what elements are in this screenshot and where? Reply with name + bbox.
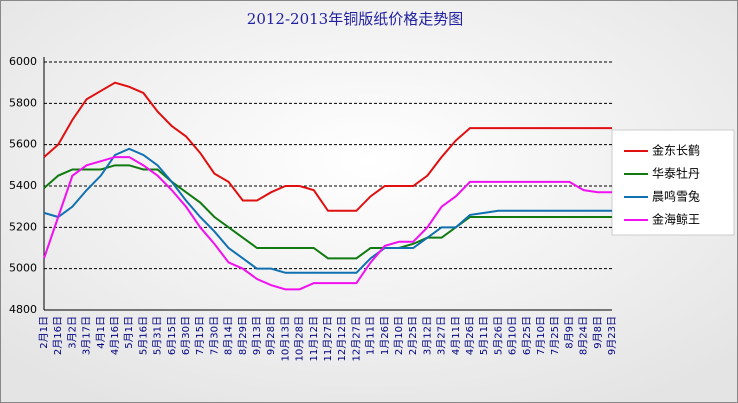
x-tick-label: 9月8日: [592, 316, 604, 349]
x-tick-label: 12月27日: [350, 316, 362, 361]
x-tick-label: 4月16日: [109, 316, 121, 355]
y-tick-label: 6000: [9, 55, 37, 68]
x-tick-label: 3月12日: [421, 316, 433, 355]
x-tick-label: 2月10日: [393, 316, 405, 355]
x-tick-label: 9月28日: [265, 316, 277, 355]
x-tick-label: 9月13日: [251, 316, 263, 355]
x-tick-label: 7月30日: [208, 316, 220, 355]
chart-title: 2012-2013年铜版纸价格走势图: [247, 10, 463, 28]
x-tick-label: 4月11日: [450, 316, 462, 355]
x-tick-label: 1月26日: [379, 316, 391, 355]
series-line: [43, 156, 612, 291]
x-tick-label: 6月10日: [507, 316, 519, 355]
x-tick-label: 11月12日: [308, 316, 320, 361]
y-tick-label: 5600: [9, 138, 37, 151]
x-tick-label: 9月23日: [606, 316, 618, 355]
y-tick-label: 5400: [9, 179, 37, 192]
y-tick-label: 5000: [9, 262, 37, 275]
x-tick-label: 5月31日: [152, 316, 164, 355]
x-tick-label: 10月13日: [279, 316, 291, 361]
series-line: [43, 81, 612, 212]
y-tick-label: 5200: [9, 220, 37, 233]
x-tick-label: 8月9日: [563, 316, 575, 349]
x-tick-label: 6月25日: [521, 316, 533, 355]
x-tick-label: 8月29日: [237, 316, 249, 355]
x-tick-label: 7月10日: [535, 316, 547, 355]
x-tick-label: 10月28日: [294, 316, 306, 361]
x-tick-label: 6月15日: [166, 316, 178, 355]
series-line: [43, 147, 612, 274]
x-tick-label: 5月11日: [478, 316, 490, 355]
y-tick-label: 5800: [9, 96, 37, 109]
legend-label: 金东长鹤: [652, 143, 700, 158]
legend-label: 华泰牡丹: [652, 166, 700, 181]
y-tick-label: 4800: [9, 303, 37, 316]
x-tick-label: 7月15日: [194, 316, 206, 355]
x-tick-label: 4月1日: [95, 316, 107, 349]
x-tick-label: 2月16日: [52, 316, 64, 355]
legend: [611, 129, 735, 236]
x-tick-label: 7月25日: [549, 316, 561, 355]
x-tick-label: 8月14日: [223, 316, 235, 355]
x-tick-label: 11月27日: [322, 316, 334, 361]
legend-label: 晨鸣雪兔: [652, 189, 700, 204]
series-line: [43, 164, 612, 260]
x-tick-label: 6月30日: [180, 316, 192, 355]
x-tick-label: 2月25日: [407, 316, 419, 355]
x-tick-label: 3月27日: [436, 316, 448, 355]
x-tick-label: 1月11日: [365, 316, 377, 355]
x-tick-label: 5月26日: [492, 316, 504, 355]
x-tick-label: 5月16日: [137, 316, 149, 355]
legend-label: 金海鲸王: [652, 212, 700, 227]
x-tick-label: 2月1日: [38, 316, 50, 349]
x-tick-label: 3月17日: [81, 316, 93, 355]
x-tick-label: 12月12日: [336, 316, 348, 361]
x-tick-label: 3月2日: [66, 316, 78, 349]
x-tick-label: 5月1日: [123, 316, 135, 349]
x-tick-label: 8月24日: [578, 316, 590, 355]
x-tick-label: 4月26日: [464, 316, 476, 355]
